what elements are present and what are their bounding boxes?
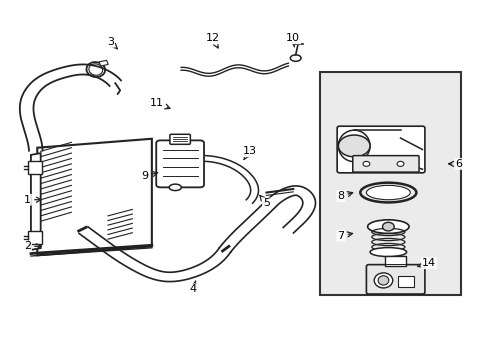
Text: 9: 9 bbox=[141, 171, 157, 181]
Text: 3: 3 bbox=[107, 37, 117, 49]
Bar bbox=[384, 256, 406, 266]
Text: 1: 1 bbox=[24, 195, 41, 205]
FancyBboxPatch shape bbox=[336, 126, 424, 173]
Ellipse shape bbox=[377, 276, 388, 285]
Ellipse shape bbox=[169, 184, 181, 190]
Text: 2: 2 bbox=[24, 241, 41, 251]
Circle shape bbox=[396, 161, 403, 166]
Text: 14: 14 bbox=[417, 258, 435, 268]
Bar bbox=[99, 60, 108, 66]
Bar bbox=[28, 231, 41, 244]
Bar bbox=[28, 161, 41, 174]
Ellipse shape bbox=[369, 248, 406, 257]
Ellipse shape bbox=[338, 135, 369, 157]
Bar bbox=[397, 276, 413, 287]
Circle shape bbox=[362, 161, 369, 166]
Ellipse shape bbox=[366, 185, 409, 200]
Ellipse shape bbox=[338, 130, 369, 162]
Text: 4: 4 bbox=[189, 281, 197, 294]
Ellipse shape bbox=[367, 220, 408, 233]
FancyBboxPatch shape bbox=[352, 156, 418, 172]
Text: 6: 6 bbox=[447, 159, 462, 169]
Ellipse shape bbox=[373, 273, 392, 288]
FancyBboxPatch shape bbox=[169, 134, 190, 144]
Text: 12: 12 bbox=[205, 33, 220, 48]
Text: 13: 13 bbox=[242, 146, 256, 159]
Ellipse shape bbox=[290, 55, 301, 61]
Bar bbox=[320, 72, 461, 295]
Polygon shape bbox=[37, 139, 152, 255]
Text: 8: 8 bbox=[337, 191, 352, 201]
Text: 5: 5 bbox=[260, 195, 269, 208]
Circle shape bbox=[382, 222, 393, 231]
FancyBboxPatch shape bbox=[366, 265, 424, 294]
Text: 11: 11 bbox=[149, 98, 170, 109]
FancyBboxPatch shape bbox=[156, 140, 203, 187]
Polygon shape bbox=[31, 153, 41, 250]
Text: 7: 7 bbox=[337, 231, 352, 240]
Text: 10: 10 bbox=[285, 33, 300, 47]
